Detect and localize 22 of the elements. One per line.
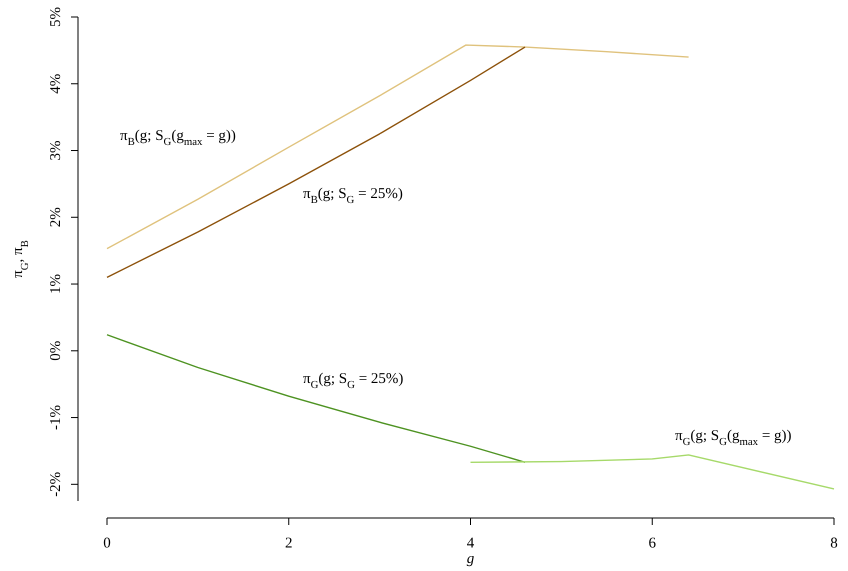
x-tick-label: 6 <box>648 536 656 552</box>
annotation: π$_{B}$(g; S$_{G}$(g$_{max}$ = g)) <box>120 128 236 148</box>
y-tick-label: -1% <box>48 405 64 430</box>
y-tick-label: 2% <box>48 207 64 228</box>
annotation: π$_{G}$(g; S$_{G}$ = 25%) <box>303 371 404 392</box>
y-tick-label: 5% <box>48 7 64 27</box>
line-series <box>106 44 690 250</box>
y-tick-label: 3% <box>48 140 64 161</box>
y-tick-label: 4% <box>48 74 64 94</box>
y-tick-label: 1% <box>48 274 64 294</box>
annotation: π$_{B}$(g; S$_{G}$ = 25%) <box>303 186 403 206</box>
line-series <box>106 334 526 463</box>
x-tick-label: 2 <box>285 536 292 552</box>
y-tick-label: 0% <box>48 340 64 361</box>
x-tick-label: 4 <box>466 536 475 552</box>
x-tick-label: 8 <box>830 536 838 552</box>
annotation: π$_{G}$(g; S$_{G}$(g$_{max}$ = g)) <box>675 428 792 448</box>
x-tick-label: 0 <box>103 536 111 552</box>
line-series <box>470 454 835 490</box>
y-tick-label: -2% <box>48 472 64 497</box>
x-axis-title: g <box>466 551 475 567</box>
line-series <box>106 46 526 278</box>
